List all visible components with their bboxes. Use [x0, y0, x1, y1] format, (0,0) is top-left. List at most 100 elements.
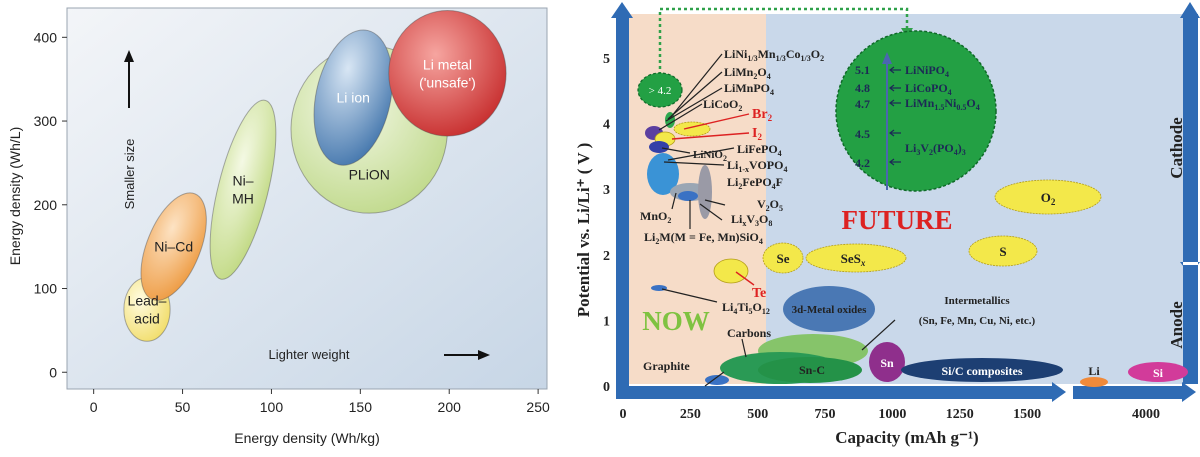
y-axis-arrow — [611, 2, 633, 18]
left-y-tick-label-200: 200 — [34, 197, 58, 213]
region-nicd — [140, 192, 207, 301]
future-label: FUTURE — [841, 205, 952, 235]
left-chart: Lead– acid Ni–Cd Ni– MH PLiON Li ion Li metal ('… — [7, 7, 550, 446]
future-Li3V2PO43: Li3V2(PO4)3 — [905, 141, 966, 157]
left-x-tick-label-200: 200 — [438, 399, 462, 415]
future-tick-5-1: 5.1 — [855, 63, 870, 77]
future-arrows — [889, 66, 901, 166]
label-LiNi1/3Mn1/3Co1/3O2: LiNi1/3Mn1/3Co1/3O2 — [724, 47, 824, 63]
now-label: NOW — [642, 306, 710, 336]
label-Sn: Sn — [880, 356, 894, 370]
label-S: S — [999, 244, 1006, 259]
right-x-axis-label: Capacity (mAh g⁻¹) — [835, 428, 978, 447]
left-y-tick-label-0: 0 — [49, 364, 57, 380]
cathode-label: Cathode — [1167, 117, 1186, 179]
right-ticks: 0 1 2 3 4 5 0 250 500 750 1000 1250 1500 4000 — [603, 52, 1160, 422]
x-axis-break-arrow — [1052, 382, 1066, 402]
label-SeSx: SeSx — [841, 251, 866, 268]
left-y-tick-label-300: 300 — [34, 113, 58, 129]
shape-Sn-C — [758, 357, 862, 383]
label-LiMn2O4: LiMn2O4 — [724, 65, 771, 81]
future-connector — [658, 7, 909, 75]
left-y-tick-label-400: 400 — [34, 29, 58, 45]
right-y-tick-label-0: 0 — [603, 380, 610, 395]
label-Li: Li — [1088, 364, 1100, 378]
left-x-tick-label-250: 250 — [526, 399, 550, 415]
y-axis-bar — [616, 14, 629, 399]
label-LiNiO2: LiNiO2 — [693, 149, 727, 163]
region-li-ion — [313, 29, 393, 166]
leader-lines — [658, 53, 896, 387]
shape-Si — [1128, 362, 1188, 382]
label-Si: Si — [1153, 366, 1164, 380]
right-bar-split — [1183, 262, 1198, 265]
region-label-lead-acid: Lead– acid — [128, 292, 167, 326]
shape-Te — [713, 258, 749, 284]
right-arrow-head — [478, 350, 490, 360]
right-bar-arrow-top — [1180, 2, 1200, 18]
right-bar-arrow-mid — [1180, 262, 1200, 275]
shape-graphite — [705, 375, 729, 385]
shape-Sn — [869, 342, 905, 382]
future-circle — [835, 30, 997, 192]
label-V2O5: V2O5 — [757, 197, 783, 213]
right-y-tick-label-1: 1 — [603, 314, 610, 329]
right-y-tick-label-4: 4 — [603, 118, 610, 133]
label-graphite: Graphite — [643, 359, 690, 373]
label-Li1-xVOPO4: Li1-xVOPO4 — [727, 158, 787, 174]
region-ni-mh — [209, 99, 277, 280]
future-labels: 5.1 4.8 4.7 4.5 4.2 LiNiPO4 LiCoPO4 LiMn… — [855, 63, 980, 170]
label-LiCoO2: LiCoO2 — [703, 97, 742, 113]
shape-LiNiO2 — [649, 141, 669, 153]
future-tick-4-7: 4.7 — [855, 97, 870, 111]
future-LiNiPO4: LiNiPO4 — [905, 63, 949, 79]
right-x-tick-label-1500: 1500 — [1013, 407, 1041, 422]
left-x-tick-label-50: 50 — [175, 399, 191, 415]
shape-Si/C — [901, 358, 1063, 382]
gt-4-2-label: > 4.2 — [649, 85, 672, 97]
future-tick-4-2: 4.2 — [855, 156, 870, 170]
label-Si/C: Si/C composites — [942, 364, 1023, 378]
shape-silicate — [678, 191, 698, 201]
right-x-tick-label-0: 0 — [620, 407, 627, 422]
left-x-axis-label: Energy density (Wh/kg) — [234, 430, 380, 446]
shape-Se — [762, 242, 804, 274]
right-side-bar — [1183, 14, 1198, 384]
x-axis-bar-1 — [616, 386, 1056, 399]
smaller-size-label: Smaller size — [122, 139, 137, 210]
right-x-tick-label-500: 500 — [747, 407, 768, 422]
label-Se: Se — [777, 251, 790, 266]
x-axis-arrow — [1182, 382, 1196, 402]
x-axis-bar-2 — [1073, 386, 1185, 399]
shape-3d-metal-oxides — [783, 286, 875, 332]
right-x-tick-label-4000: 4000 — [1132, 407, 1160, 422]
future-tick-4-5: 4.5 — [855, 127, 870, 141]
future-LiCoPO4: LiCoPO4 — [905, 81, 952, 97]
gt-4-2-bubble — [637, 72, 683, 108]
label-Br2: Br2 — [752, 107, 773, 123]
right-y-axis-label: Potential vs. Li/Li⁺ ( V ) — [574, 143, 593, 318]
label-I2: I2 — [752, 126, 762, 142]
left-y-tick-label-100: 100 — [34, 281, 58, 297]
lighter-weight-label: Lighter weight — [269, 347, 350, 362]
label-intermetallics-2: (Sn, Fe, Mn, Cu, Ni, etc.) — [919, 315, 1036, 327]
region-label-li-ion: Li ion — [336, 90, 369, 106]
right-chart: Cathode Anode 0 1 2 3 4 5 0 250 500 750 1000 1250 15… — [574, 2, 1200, 447]
shape-SeSx — [805, 243, 907, 273]
right-y-tick-label-3: 3 — [603, 183, 610, 198]
right-x-tick-label-250: 250 — [680, 407, 701, 422]
region-label-ni-mh: Ni– MH — [232, 173, 254, 207]
label-3d-metal-oxides: 3d-Metal oxides — [792, 304, 868, 316]
region-label-li-metal-unsafe: Li metal ('unsafe') — [419, 56, 476, 90]
label-intermetallics-1: Intermetallics — [944, 295, 1010, 307]
future-tick-4-8: 4.8 — [855, 81, 870, 95]
label-Sn-C: Sn-C — [799, 363, 825, 377]
left-x-tick-label-100: 100 — [260, 399, 284, 415]
label-carbons: Carbons — [727, 326, 771, 340]
shape-Li — [1080, 377, 1108, 387]
up-arrow-head — [124, 50, 134, 62]
shape-S — [968, 235, 1038, 267]
label-LiMnPO4: LiMnPO4 — [724, 81, 774, 97]
shape-O2 — [994, 179, 1102, 215]
